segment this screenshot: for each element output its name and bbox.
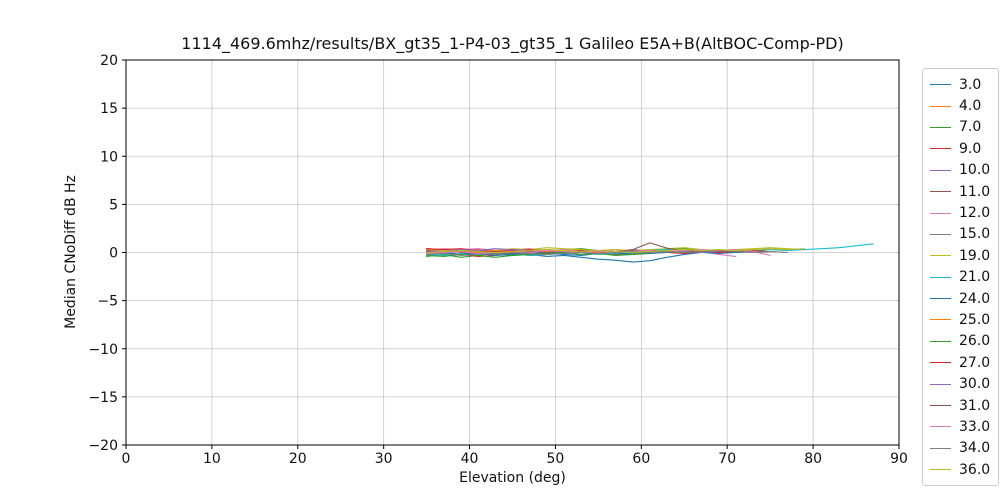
legend-line-sample — [930, 362, 951, 364]
legend-entry-15.0: 15.0 — [930, 224, 991, 245]
legend-line-sample — [930, 383, 951, 385]
series-line-36.0 — [426, 248, 806, 254]
x-tick-label: 30 — [375, 451, 393, 467]
legend-entry-10.0: 10.0 — [930, 160, 991, 181]
legend-entry-21.0: 21.0 — [930, 267, 991, 288]
legend-entry-12.0: 12.0 — [930, 202, 991, 223]
legend-line-sample — [930, 340, 951, 342]
x-tick-label: 90 — [890, 451, 908, 467]
legend-entry-3.0: 3.0 — [930, 74, 991, 95]
legend-label: 27.0 — [959, 354, 991, 371]
legend-entry-11.0: 11.0 — [930, 181, 991, 202]
y-tick-label: −20 — [88, 438, 118, 454]
legend: 3.0 4.0 7.0 9.0 10.0 11.0 12.0 15.0 19.0 21.0 24.0… — [922, 68, 999, 487]
legend-label: 10.0 — [959, 162, 991, 179]
x-tick-label: 20 — [289, 451, 307, 467]
legend-label: 9.0 — [959, 140, 982, 157]
y-tick-label: 0 — [109, 246, 118, 262]
x-tick-label: 40 — [461, 451, 479, 467]
legend-line-sample — [930, 212, 951, 214]
legend-label: 3.0 — [959, 76, 982, 93]
x-axis-label: Elevation (deg) — [459, 470, 566, 486]
series-line-34.0 — [426, 250, 788, 256]
legend-label: 21.0 — [959, 269, 991, 286]
legend-entry-36.0: 36.0 — [930, 459, 991, 480]
legend-entry-31.0: 31.0 — [930, 395, 991, 416]
chart-title: 1114_469.6mhz/results/BX_gt35_1-P4-03_gt… — [181, 34, 844, 53]
legend-label: 19.0 — [959, 247, 991, 264]
legend-label: 11.0 — [959, 183, 991, 200]
legend-label: 26.0 — [959, 333, 991, 350]
legend-line-sample — [930, 405, 951, 407]
legend-line-sample — [930, 126, 951, 128]
x-tick-label: 0 — [122, 451, 131, 467]
legend-line-sample — [930, 426, 951, 428]
legend-label: 4.0 — [959, 98, 982, 115]
legend-line-sample — [930, 276, 951, 278]
legend-line-sample — [930, 169, 951, 171]
legend-line-sample — [930, 191, 951, 193]
legend-entry-26.0: 26.0 — [930, 331, 991, 352]
legend-entry-27.0: 27.0 — [930, 352, 991, 373]
y-tick-label: 5 — [109, 197, 118, 213]
legend-line-sample — [930, 105, 951, 107]
legend-label: 15.0 — [959, 226, 991, 243]
legend-line-sample — [930, 148, 951, 150]
legend-entry-24.0: 24.0 — [930, 288, 991, 309]
legend-line-sample — [930, 319, 951, 321]
legend-label: 34.0 — [959, 440, 991, 457]
y-tick-label: −5 — [97, 294, 118, 310]
legend-entry-30.0: 30.0 — [930, 373, 991, 394]
legend-line-sample — [930, 469, 951, 471]
legend-line-sample — [930, 447, 951, 449]
legend-label: 33.0 — [959, 418, 991, 435]
legend-line-sample — [930, 233, 951, 235]
x-tick-label: 60 — [632, 451, 650, 467]
legend-line-sample — [930, 255, 951, 257]
legend-label: 24.0 — [959, 290, 991, 307]
legend-label: 12.0 — [959, 205, 991, 222]
legend-label: 25.0 — [959, 311, 991, 328]
legend-label: 31.0 — [959, 397, 991, 414]
legend-entry-25.0: 25.0 — [930, 309, 991, 330]
legend-label: 7.0 — [959, 119, 982, 136]
legend-entry-9.0: 9.0 — [930, 138, 991, 159]
y-tick-label: −10 — [88, 342, 118, 358]
legend-label: 30.0 — [959, 376, 991, 393]
x-tick-label: 50 — [547, 451, 565, 467]
x-tick-label: 10 — [203, 451, 221, 467]
legend-entry-19.0: 19.0 — [930, 245, 991, 266]
legend-label: 36.0 — [959, 461, 991, 478]
x-tick-label: 80 — [804, 451, 822, 467]
legend-entry-34.0: 34.0 — [930, 438, 991, 459]
legend-line-sample — [930, 84, 951, 86]
y-tick-label: 20 — [100, 53, 118, 69]
legend-entry-4.0: 4.0 — [930, 95, 991, 116]
legend-entry-33.0: 33.0 — [930, 416, 991, 437]
y-tick-label: 15 — [100, 101, 118, 117]
y-tick-label: −15 — [88, 390, 118, 406]
x-tick-label: 70 — [718, 451, 736, 467]
legend-entry-7.0: 7.0 — [930, 117, 991, 138]
y-tick-label: 10 — [100, 149, 118, 165]
legend-line-sample — [930, 298, 951, 300]
